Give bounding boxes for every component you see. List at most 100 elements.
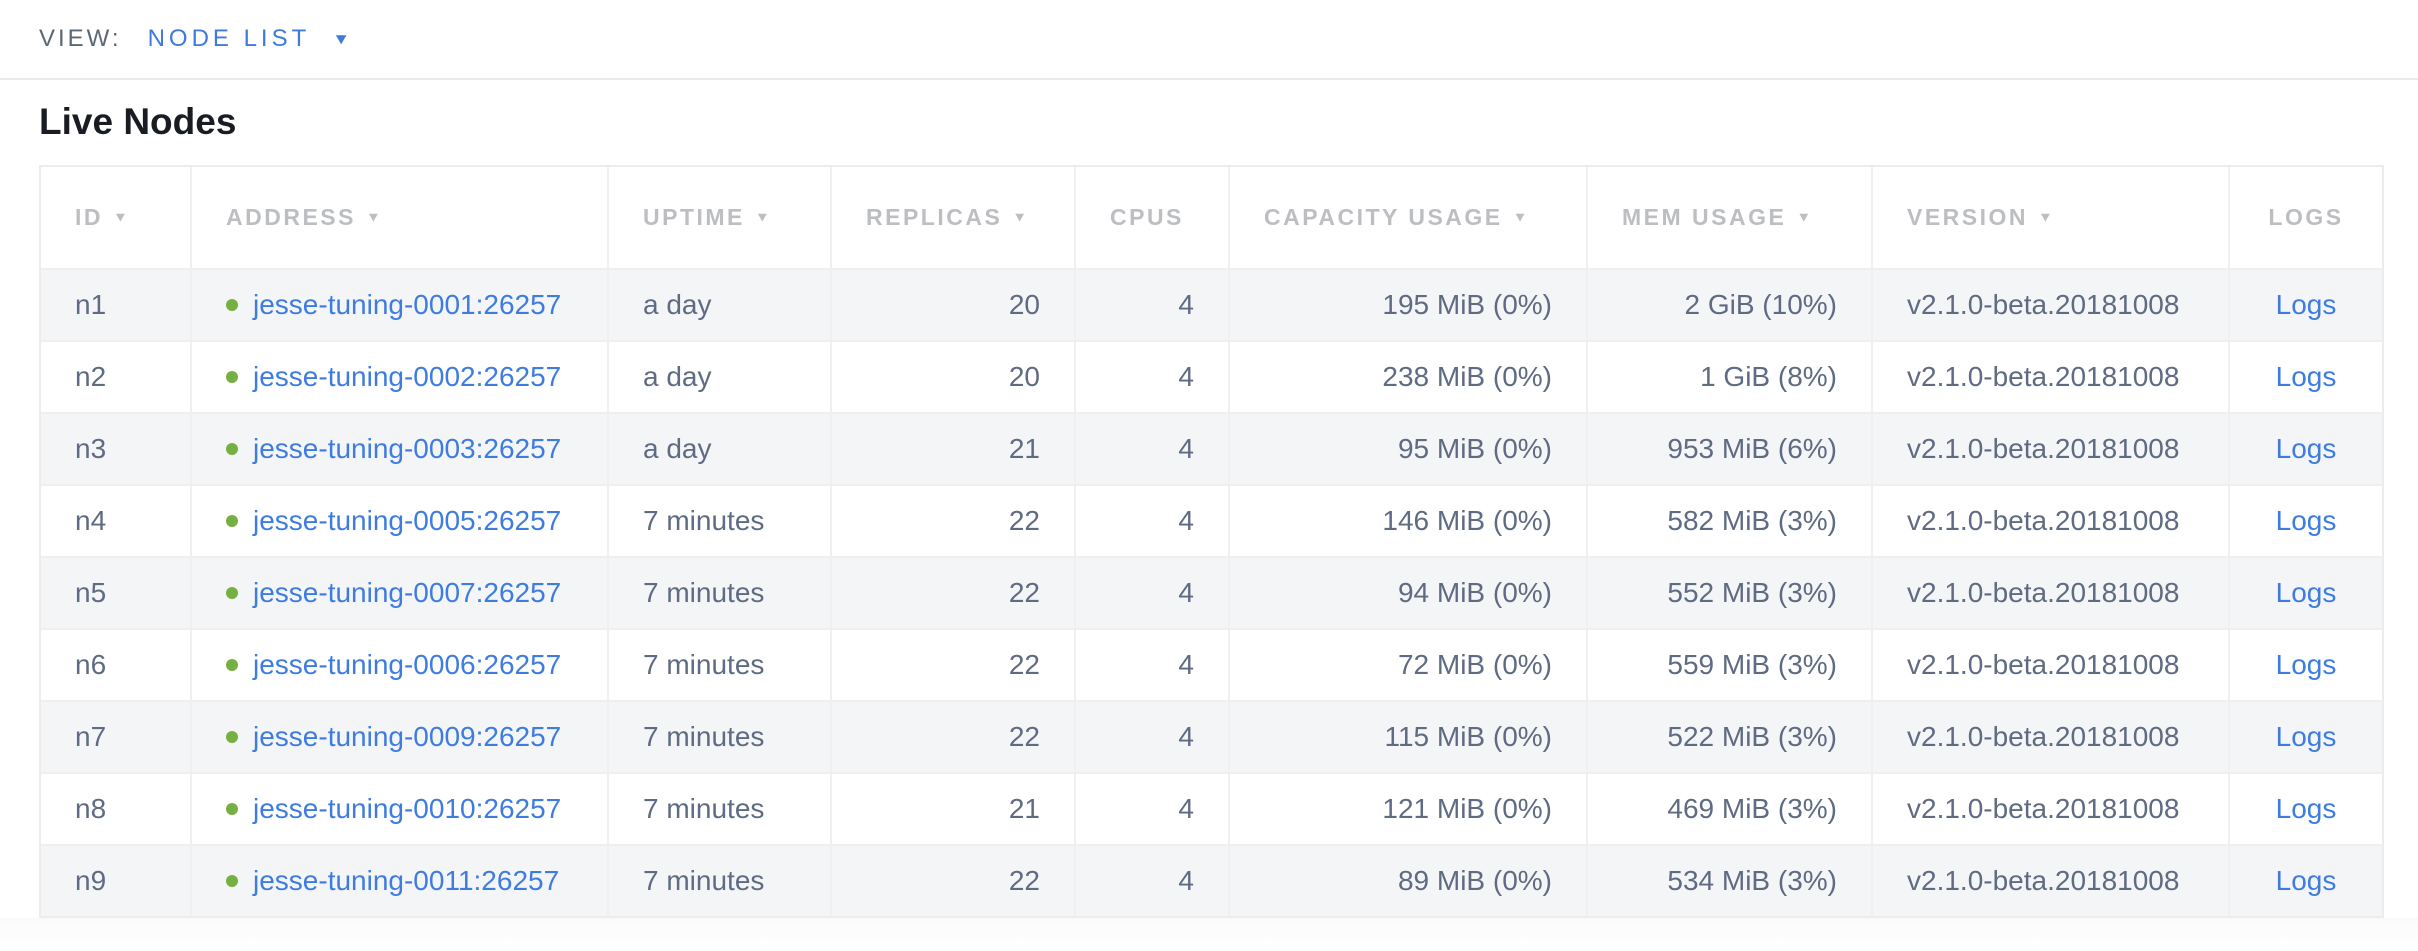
- node-id-cell: n5: [75, 577, 107, 608]
- node-capacity-usage-cell: 146 MiB (0%): [1228, 486, 1586, 556]
- node-replicas-cell: 20: [830, 342, 1074, 412]
- view-selected-value: NODE LIST: [147, 25, 311, 52]
- node-address-link[interactable]: jesse-tuning-0005:26257: [253, 505, 562, 536]
- node-logs-link[interactable]: Logs: [2275, 433, 2337, 464]
- view-label: VIEW:: [39, 25, 122, 52]
- node-cpus-cell: 4: [1074, 414, 1228, 484]
- node-mem-usage-cell: 2 GiB (10%): [1586, 270, 1871, 340]
- view-selector-dropdown[interactable]: NODE LIST ▼: [148, 25, 351, 53]
- node-live-status-icon: [226, 731, 238, 743]
- node-uptime-cell: 7 minutes: [607, 630, 830, 700]
- node-id-cell: n3: [75, 433, 107, 464]
- node-address-link[interactable]: jesse-tuning-0007:26257: [253, 577, 562, 608]
- table-bottom-shadow: [0, 918, 2418, 951]
- node-logs-link[interactable]: Logs: [2275, 721, 2337, 752]
- column-header-label: VERSION: [1907, 204, 2029, 230]
- node-capacity-usage-cell: 238 MiB (0%): [1228, 342, 1586, 412]
- node-address-cell: jesse-tuning-0003:26257: [190, 414, 607, 484]
- node-logs-link[interactable]: Logs: [2275, 577, 2337, 608]
- node-address-link[interactable]: jesse-tuning-0002:26257: [253, 361, 562, 392]
- node-uptime-cell: a day: [607, 414, 830, 484]
- node-address-link[interactable]: jesse-tuning-0001:26257: [253, 289, 562, 320]
- column-header-capacity[interactable]: CAPACITY USAGE ▼: [1228, 167, 1586, 268]
- node-mem-usage-cell: 522 MiB (3%): [1586, 702, 1871, 772]
- node-version-cell: v2.1.0-beta.20181008: [1871, 270, 2228, 340]
- node-cpus-cell: 4: [1074, 702, 1228, 772]
- node-address-cell: jesse-tuning-0009:26257: [190, 702, 607, 772]
- node-logs-link[interactable]: Logs: [2275, 649, 2337, 680]
- node-live-status-icon: [226, 299, 238, 311]
- sort-caret-icon: ▼: [1012, 209, 1030, 226]
- node-address-link[interactable]: jesse-tuning-0010:26257: [253, 793, 562, 824]
- node-logs-cell: Logs: [2228, 558, 2382, 628]
- node-live-status-icon: [226, 587, 238, 599]
- table-body: n1 jesse-tuning-0001:26257 a day 20 4 19…: [41, 268, 2382, 916]
- table-header-row: ID ▼ ADDRESS ▼ UPTIME ▼ REPLICAS ▼ CPUS …: [41, 167, 2382, 268]
- node-live-status-icon: [226, 443, 238, 455]
- table-row: n8 jesse-tuning-0010:26257 7 minutes 21 …: [41, 772, 2382, 844]
- column-header-version[interactable]: VERSION ▼: [1871, 167, 2228, 268]
- column-header-mem[interactable]: MEM USAGE ▼: [1586, 167, 1871, 268]
- node-address-link[interactable]: jesse-tuning-0011:26257: [253, 865, 560, 896]
- sort-caret-icon: ▼: [113, 209, 131, 226]
- table-row: n1 jesse-tuning-0001:26257 a day 20 4 19…: [41, 268, 2382, 340]
- node-address-link[interactable]: jesse-tuning-0006:26257: [253, 649, 562, 680]
- node-logs-link[interactable]: Logs: [2275, 289, 2337, 320]
- node-address-cell: jesse-tuning-0011:26257: [190, 846, 607, 916]
- node-uptime-cell: 7 minutes: [607, 558, 830, 628]
- node-address-cell: jesse-tuning-0007:26257: [190, 558, 607, 628]
- column-header-uptime[interactable]: UPTIME ▼: [607, 167, 830, 268]
- node-logs-link[interactable]: Logs: [2275, 505, 2337, 536]
- node-uptime-cell: 7 minutes: [607, 846, 830, 916]
- node-uptime-cell: a day: [607, 342, 830, 412]
- node-capacity-usage-cell: 195 MiB (0%): [1228, 270, 1586, 340]
- node-uptime-cell: 7 minutes: [607, 774, 830, 844]
- node-id-cell: n4: [75, 505, 107, 536]
- node-logs-cell: Logs: [2228, 270, 2382, 340]
- node-replicas-cell: 21: [830, 414, 1074, 484]
- sort-caret-icon: ▼: [1512, 209, 1530, 226]
- node-address-cell: jesse-tuning-0010:26257: [190, 774, 607, 844]
- node-logs-link[interactable]: Logs: [2275, 361, 2337, 392]
- node-mem-usage-cell: 953 MiB (6%): [1586, 414, 1871, 484]
- node-replicas-cell: 22: [830, 846, 1074, 916]
- node-id-cell: n7: [75, 721, 107, 752]
- node-logs-cell: Logs: [2228, 630, 2382, 700]
- table-row: n4 jesse-tuning-0005:26257 7 minutes 22 …: [41, 484, 2382, 556]
- node-address-link[interactable]: jesse-tuning-0003:26257: [253, 433, 562, 464]
- node-live-status-icon: [226, 875, 238, 887]
- node-logs-cell: Logs: [2228, 846, 2382, 916]
- node-id-cell: n9: [75, 865, 107, 896]
- live-nodes-table: ID ▼ ADDRESS ▼ UPTIME ▼ REPLICAS ▼ CPUS …: [39, 165, 2384, 918]
- column-header-address[interactable]: ADDRESS ▼: [190, 167, 607, 268]
- node-mem-usage-cell: 469 MiB (3%): [1586, 774, 1871, 844]
- node-address-link[interactable]: jesse-tuning-0009:26257: [253, 721, 562, 752]
- node-logs-link[interactable]: Logs: [2275, 793, 2337, 824]
- node-logs-link[interactable]: Logs: [2275, 865, 2337, 896]
- column-header-replicas[interactable]: REPLICAS ▼: [830, 167, 1074, 268]
- chevron-down-icon: ▼: [332, 30, 351, 48]
- sort-caret-icon: ▼: [754, 209, 773, 226]
- node-uptime-cell: 7 minutes: [607, 486, 830, 556]
- node-id-cell: n1: [75, 289, 107, 320]
- node-version-cell: v2.1.0-beta.20181008: [1871, 846, 2228, 916]
- node-cpus-cell: 4: [1074, 558, 1228, 628]
- column-header-label: CAPACITY USAGE: [1264, 204, 1503, 230]
- table-row: n3 jesse-tuning-0003:26257 a day 21 4 95…: [41, 412, 2382, 484]
- node-capacity-usage-cell: 89 MiB (0%): [1228, 846, 1586, 916]
- node-live-status-icon: [226, 371, 238, 383]
- node-live-status-icon: [226, 515, 238, 527]
- node-uptime-cell: a day: [607, 270, 830, 340]
- node-address-cell: jesse-tuning-0006:26257: [190, 630, 607, 700]
- table-row: n7 jesse-tuning-0009:26257 7 minutes 22 …: [41, 700, 2382, 772]
- node-mem-usage-cell: 534 MiB (3%): [1586, 846, 1871, 916]
- node-mem-usage-cell: 1 GiB (8%): [1586, 342, 1871, 412]
- sort-caret-icon: ▼: [2038, 209, 2056, 226]
- node-capacity-usage-cell: 115 MiB (0%): [1228, 702, 1586, 772]
- column-header-id[interactable]: ID ▼: [41, 167, 190, 268]
- node-replicas-cell: 22: [830, 702, 1074, 772]
- node-id-cell: n6: [75, 649, 107, 680]
- table-row: n6 jesse-tuning-0006:26257 7 minutes 22 …: [41, 628, 2382, 700]
- node-replicas-cell: 21: [830, 774, 1074, 844]
- table-row: n9 jesse-tuning-0011:26257 7 minutes 22 …: [41, 844, 2382, 916]
